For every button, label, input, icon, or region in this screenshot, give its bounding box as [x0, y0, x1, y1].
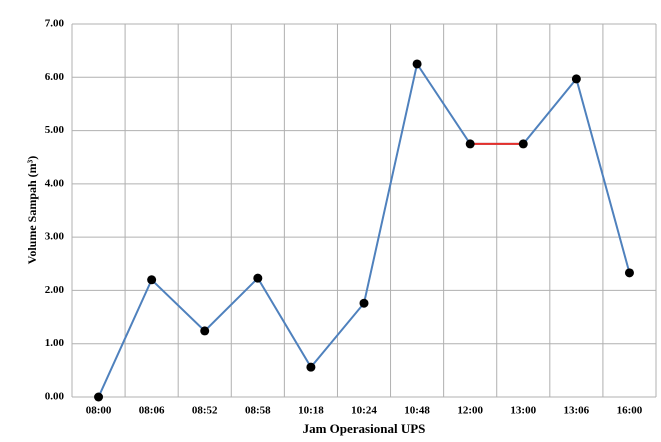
- y-tick-label: 4.00: [45, 177, 65, 189]
- point: [306, 363, 315, 372]
- x-tick-label: 10:48: [404, 405, 430, 417]
- x-tick-label: 08:00: [86, 405, 112, 417]
- x-tick-label: 13:06: [564, 405, 590, 417]
- x-tick-label: 08:58: [245, 405, 271, 417]
- y-tick-label: 3.00: [45, 231, 65, 243]
- point: [466, 139, 475, 148]
- x-tick-label: 08:52: [192, 405, 218, 417]
- y-tick-label: 6.00: [45, 71, 65, 83]
- y-tick-label: 2.00: [45, 284, 65, 296]
- point: [94, 393, 103, 402]
- y-tick-label: 7.00: [45, 18, 65, 30]
- x-tick-label: 13:00: [510, 405, 536, 417]
- chart: Jam Operasional UPS Volume Sampah (m³) 0…: [0, 0, 661, 442]
- point: [519, 139, 528, 148]
- point: [200, 326, 209, 335]
- x-tick-label: 16:00: [617, 405, 643, 417]
- x-tick-label: 08:06: [139, 405, 165, 417]
- x-tick-label: 12:00: [457, 405, 483, 417]
- y-tick-label: 5.00: [45, 124, 65, 136]
- x-tick-label: 10:24: [351, 405, 377, 417]
- y-tick-label: 1.00: [45, 337, 65, 349]
- x-tick-label: 10:18: [298, 405, 324, 417]
- y-tick-label: 0.00: [45, 391, 65, 403]
- point: [572, 74, 581, 83]
- point: [147, 275, 156, 284]
- x-axis-label: Jam Operasional UPS: [303, 421, 426, 436]
- point: [360, 299, 369, 308]
- point: [625, 268, 634, 277]
- point: [253, 274, 262, 283]
- point: [413, 59, 422, 68]
- y-axis-label: Volume Sampah (m³): [25, 156, 39, 265]
